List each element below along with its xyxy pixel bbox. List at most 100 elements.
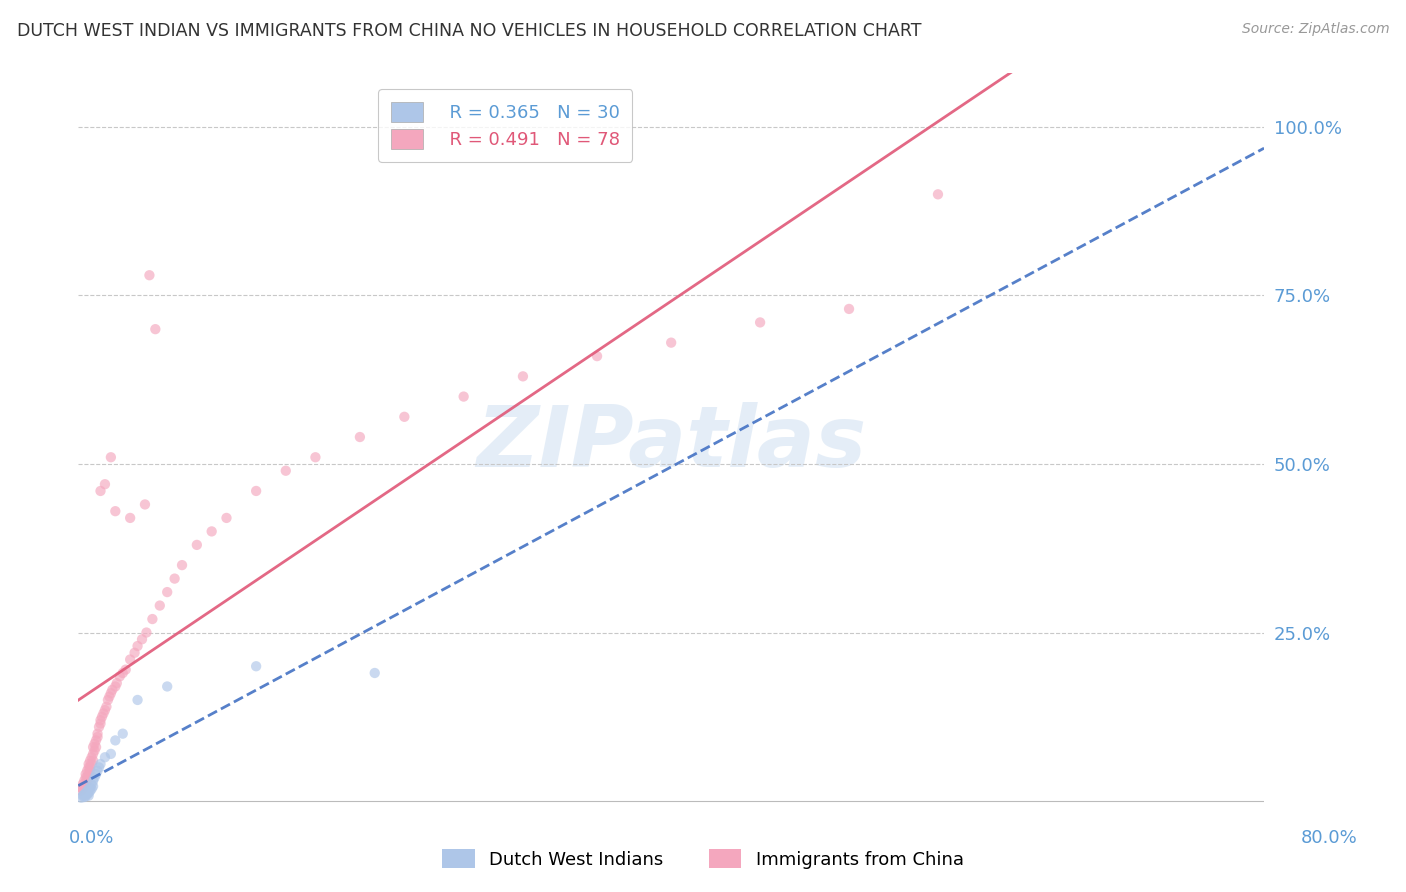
- Point: [86, 730, 108, 744]
- Point: [86, 726, 108, 740]
- Point: [83, 743, 105, 757]
- Point: [120, 511, 142, 525]
- Point: [89, 483, 111, 498]
- Point: [927, 187, 949, 202]
- Point: [79, 764, 101, 778]
- Point: [82, 754, 104, 768]
- Point: [127, 693, 149, 707]
- Point: [77, 786, 100, 800]
- Point: [304, 450, 326, 465]
- Point: [163, 572, 186, 586]
- Point: [104, 680, 127, 694]
- Point: [120, 652, 142, 666]
- Point: [201, 524, 224, 539]
- Point: [87, 720, 110, 734]
- Point: [94, 477, 117, 491]
- Point: [84, 740, 107, 755]
- Point: [111, 726, 134, 740]
- Point: [104, 504, 127, 518]
- Point: [135, 625, 157, 640]
- Point: [170, 558, 193, 573]
- Point: [80, 781, 103, 796]
- Point: [89, 716, 111, 731]
- Text: DUTCH WEST INDIAN VS IMMIGRANTS FROM CHINA NO VEHICLES IN HOUSEHOLD CORRELATION : DUTCH WEST INDIAN VS IMMIGRANTS FROM CHI…: [17, 22, 921, 40]
- Point: [82, 747, 104, 761]
- Text: 80.0%: 80.0%: [1301, 829, 1357, 847]
- Legend:   R = 0.365   N = 30,   R = 0.491   N = 78: R = 0.365 N = 30, R = 0.491 N = 78: [378, 89, 633, 161]
- Point: [72, 781, 94, 796]
- Point: [76, 771, 98, 785]
- Point: [82, 779, 104, 793]
- Point: [77, 789, 100, 803]
- Point: [75, 786, 97, 800]
- Point: [94, 703, 117, 717]
- Legend: Dutch West Indians, Immigrants from China: Dutch West Indians, Immigrants from Chin…: [434, 841, 972, 876]
- Point: [186, 538, 208, 552]
- Point: [91, 710, 114, 724]
- Text: Source: ZipAtlas.com: Source: ZipAtlas.com: [1241, 22, 1389, 37]
- Point: [75, 777, 97, 791]
- Point: [453, 390, 475, 404]
- Point: [97, 693, 120, 707]
- Point: [73, 773, 96, 788]
- Point: [100, 747, 122, 761]
- Point: [83, 771, 105, 785]
- Point: [80, 777, 103, 791]
- Point: [104, 733, 127, 747]
- Point: [100, 450, 122, 465]
- Point: [77, 756, 100, 771]
- Point: [134, 498, 156, 512]
- Point: [73, 779, 96, 793]
- Point: [76, 764, 98, 778]
- Point: [72, 789, 94, 803]
- Point: [114, 663, 136, 677]
- Point: [89, 713, 111, 727]
- Point: [83, 737, 105, 751]
- Point: [274, 464, 297, 478]
- Point: [82, 740, 104, 755]
- Point: [349, 430, 371, 444]
- Point: [76, 784, 98, 798]
- Point: [89, 756, 111, 771]
- Point: [76, 773, 98, 788]
- Point: [70, 780, 93, 795]
- Point: [80, 750, 103, 764]
- Point: [108, 669, 131, 683]
- Point: [93, 706, 115, 721]
- Point: [76, 788, 98, 802]
- Point: [364, 665, 387, 680]
- Point: [838, 301, 860, 316]
- Point: [70, 790, 93, 805]
- Point: [79, 760, 101, 774]
- Point: [80, 756, 103, 771]
- Point: [111, 665, 134, 680]
- Point: [586, 349, 609, 363]
- Point: [84, 733, 107, 747]
- Point: [82, 773, 104, 788]
- Point: [73, 788, 96, 802]
- Point: [96, 699, 118, 714]
- Point: [127, 639, 149, 653]
- Point: [75, 767, 97, 781]
- Point: [131, 632, 153, 647]
- Point: [79, 780, 101, 795]
- Point: [87, 760, 110, 774]
- Point: [77, 760, 100, 774]
- Point: [156, 680, 179, 694]
- Point: [149, 599, 172, 613]
- Point: [84, 767, 107, 781]
- Point: [659, 335, 682, 350]
- Point: [86, 764, 108, 778]
- Point: [143, 322, 166, 336]
- Point: [156, 585, 179, 599]
- Point: [141, 612, 163, 626]
- Point: [75, 789, 97, 804]
- Point: [77, 767, 100, 781]
- Point: [138, 268, 160, 283]
- Point: [79, 784, 101, 798]
- Point: [101, 682, 124, 697]
- Point: [749, 315, 772, 329]
- Point: [124, 646, 146, 660]
- Point: [245, 483, 267, 498]
- Point: [245, 659, 267, 673]
